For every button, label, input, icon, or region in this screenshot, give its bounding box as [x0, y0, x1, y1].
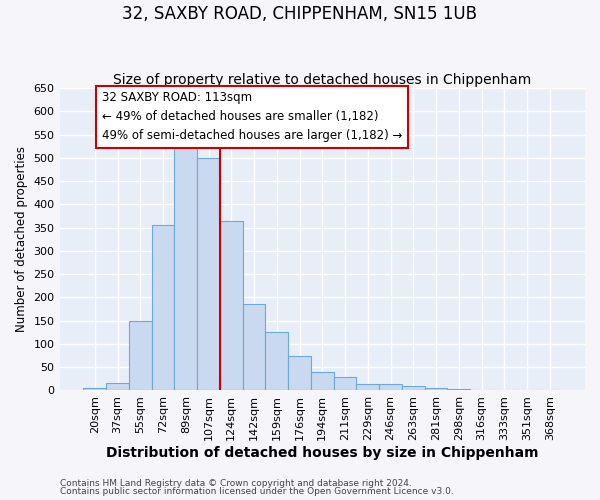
Text: Contains public sector information licensed under the Open Government Licence v3: Contains public sector information licen… [60, 487, 454, 496]
Bar [242, 304, 265, 390]
Bar [265, 332, 288, 390]
Bar [425, 388, 448, 390]
X-axis label: Distribution of detached houses by size in Chippenham: Distribution of detached houses by size … [106, 446, 539, 460]
Bar [197, 158, 220, 390]
Bar [220, 220, 242, 390]
Bar [288, 356, 311, 390]
Bar [402, 386, 425, 390]
Text: Contains HM Land Registry data © Crown copyright and database right 2024.: Contains HM Land Registry data © Crown c… [60, 479, 412, 488]
Bar [83, 388, 106, 390]
Text: 32 SAXBY ROAD: 113sqm
← 49% of detached houses are smaller (1,182)
49% of semi-d: 32 SAXBY ROAD: 113sqm ← 49% of detached … [101, 92, 402, 142]
Bar [448, 389, 470, 390]
Y-axis label: Number of detached properties: Number of detached properties [15, 146, 28, 332]
Bar [356, 384, 379, 390]
Bar [152, 226, 175, 390]
Bar [129, 320, 152, 390]
Bar [106, 384, 129, 390]
Bar [175, 144, 197, 390]
Bar [379, 384, 402, 390]
Text: 32, SAXBY ROAD, CHIPPENHAM, SN15 1UB: 32, SAXBY ROAD, CHIPPENHAM, SN15 1UB [122, 5, 478, 23]
Bar [334, 376, 356, 390]
Bar [311, 372, 334, 390]
Title: Size of property relative to detached houses in Chippenham: Size of property relative to detached ho… [113, 73, 532, 87]
